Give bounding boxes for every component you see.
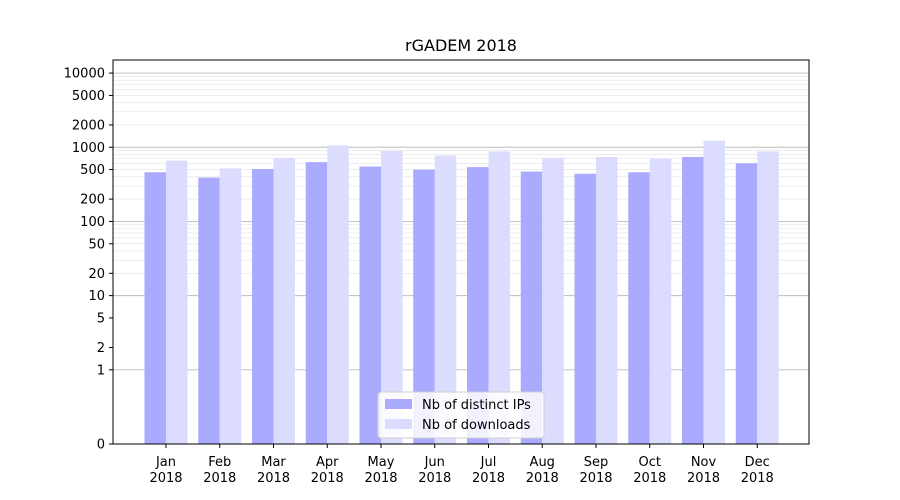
- x-tick-label-year: 2018: [687, 471, 720, 486]
- legend-swatch: [385, 399, 412, 409]
- x-tick-label-year: 2018: [472, 471, 505, 486]
- y-tick-label: 20: [88, 267, 105, 282]
- x-tick-label-year: 2018: [418, 471, 451, 486]
- bar-downloads: [327, 145, 349, 445]
- x-tick-label-month: Jan: [155, 455, 176, 470]
- bar-distinct-ips: [574, 173, 596, 444]
- bar-distinct-ips: [628, 172, 650, 444]
- y-tick-label: 1000: [72, 141, 105, 156]
- legend-label: Nb of downloads: [422, 418, 531, 433]
- bar-downloads: [273, 157, 295, 445]
- y-tick-label: 50: [88, 237, 105, 252]
- x-tick-label-month: Mar: [261, 455, 286, 470]
- x-tick-label-month: Sep: [584, 455, 609, 470]
- y-tick-label: 10: [88, 289, 105, 304]
- y-tick-label: 2: [97, 341, 105, 356]
- x-tick-label-year: 2018: [741, 471, 774, 486]
- bar-distinct-ips: [682, 156, 704, 444]
- legend: Nb of distinct IPs Nb of downloads: [377, 391, 545, 439]
- bar-downloads: [434, 155, 457, 444]
- bar-downloads: [757, 151, 779, 444]
- bar-downloads: [649, 158, 672, 445]
- x-tick-label-month: May: [368, 455, 395, 470]
- bar-distinct-ips: [735, 163, 758, 445]
- y-tick-label: 1: [97, 363, 105, 378]
- x-tick-label-month: Feb: [208, 455, 231, 470]
- y-tick-label: 5000: [72, 89, 105, 104]
- bar-downloads: [166, 160, 188, 444]
- x-tick-label-year: 2018: [257, 471, 290, 486]
- bar-downloads: [703, 140, 725, 444]
- bar-downloads: [542, 157, 564, 445]
- y-tick-label: 500: [80, 163, 105, 178]
- bar-downloads: [219, 168, 242, 444]
- bar-distinct-ips: [305, 162, 328, 444]
- legend-label: Nb of distinct IPs: [422, 398, 531, 413]
- bar-downloads: [596, 156, 618, 444]
- chart-title: rGADEM 2018: [405, 36, 517, 55]
- x-tick-label-month: Jun: [424, 455, 445, 470]
- bar-distinct-ips: [198, 177, 220, 444]
- x-tick-label-month: Apr: [316, 455, 339, 470]
- x-tick-label-month: Nov: [691, 455, 717, 470]
- y-tick-label: 10000: [64, 67, 105, 82]
- x-tick-label-year: 2018: [364, 471, 397, 486]
- bar-distinct-ips: [520, 171, 543, 444]
- y-tick-label: 200: [80, 193, 105, 208]
- y-tick-label: 0: [97, 438, 105, 453]
- axes: 012510205010020050010002000500010000Jan2…: [64, 67, 774, 486]
- y-tick-label: 2000: [72, 118, 105, 133]
- x-tick-label-year: 2018: [311, 471, 344, 486]
- x-tick-label-year: 2018: [526, 471, 559, 486]
- x-tick-label-month: Dec: [745, 455, 770, 470]
- bar-distinct-ips: [413, 169, 435, 445]
- y-tick-label: 5: [97, 311, 105, 326]
- x-tick-label-month: Oct: [639, 455, 661, 470]
- legend-swatch: [385, 419, 412, 429]
- legend-box: [377, 391, 545, 439]
- x-tick-label-year: 2018: [633, 471, 666, 486]
- bar-distinct-ips: [144, 172, 166, 444]
- x-tick-label-year: 2018: [203, 471, 236, 486]
- y-tick-label: 100: [80, 215, 105, 230]
- x-tick-label-year: 2018: [149, 471, 182, 486]
- bar-distinct-ips: [467, 167, 489, 445]
- bar-downloads: [488, 151, 510, 444]
- x-tick-label-month: Aug: [530, 455, 555, 470]
- x-tick-label-month: Jul: [480, 455, 497, 470]
- bars: [144, 140, 779, 445]
- bar-distinct-ips: [359, 166, 381, 444]
- bar-distinct-ips: [252, 168, 274, 444]
- x-tick-label-year: 2018: [579, 471, 612, 486]
- plot-frame: [112, 59, 810, 445]
- bar-downloads: [381, 151, 403, 444]
